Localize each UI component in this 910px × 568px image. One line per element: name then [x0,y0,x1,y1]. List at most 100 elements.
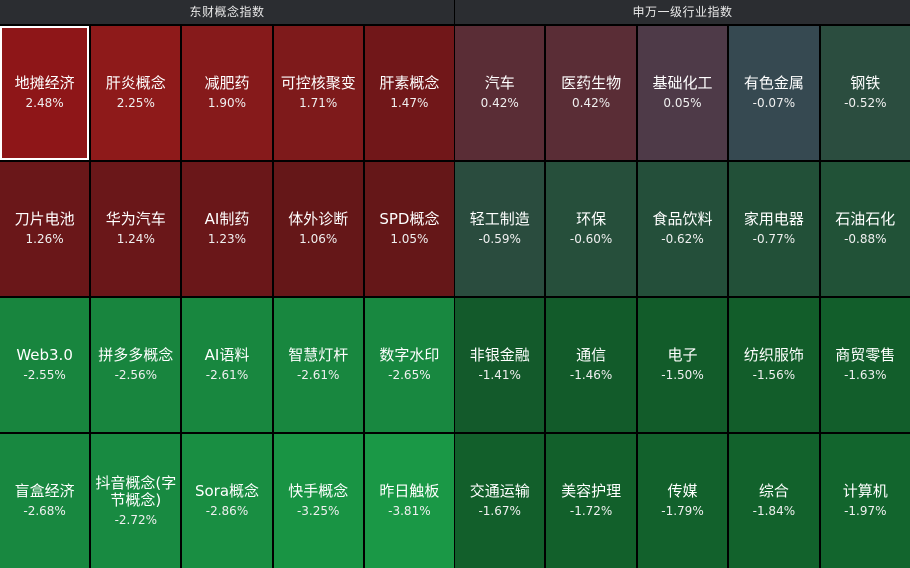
heatmap-tile[interactable]: 汽车 0.42% [455,26,545,160]
heatmap-tile[interactable]: AI语料 -2.61% [182,298,272,432]
tile-change-percent: -2.55% [23,368,66,382]
heatmap-tile[interactable]: 华为汽车 1.24% [91,162,181,296]
panel-title: 东财概念指数 [0,0,454,24]
tile-change-percent: -0.62% [661,232,704,246]
heatmap-tile[interactable]: 抖音概念(字节概念) -2.72% [91,434,181,568]
tile-change-percent: -3.81% [388,504,431,518]
tile-change-percent: -2.86% [205,504,249,518]
tile-name: 石油石化 [835,210,896,228]
tile-change-percent: -1.46% [569,368,613,382]
heatmap-tile[interactable]: 拼多多概念 -2.56% [91,298,181,432]
heatmap-tile[interactable]: 石油石化 -0.88% [820,162,910,296]
tile-name: 轻工制造 [469,210,530,228]
heatmap-tile[interactable]: 食品饮料 -0.62% [637,162,728,296]
heatmap-tile[interactable]: 家用电器 -0.77% [729,162,819,296]
tile-change-percent: 0.05% [663,96,702,110]
tile-name: 肝素概念 [379,74,440,92]
heatmap-tile[interactable]: 肝炎概念 2.25% [91,26,181,160]
heatmap-tile[interactable]: 非银金融 -1.41% [455,298,545,432]
tile-name: 汽车 [484,74,515,92]
tile-name: 智慧灯杆 [288,346,349,364]
heatmap-tile[interactable]: SPD概念 1.05% [364,162,454,296]
tile-change-percent: -1.72% [569,504,613,518]
tile-change-percent: -0.52% [844,96,887,110]
heatmap-tile[interactable]: 昨日触板 -3.81% [364,434,454,568]
tile-name: 可控核聚变 [280,74,356,92]
tile-name: 电子 [667,346,698,364]
tile-change-percent: -2.56% [114,368,158,382]
tile-name: 交通运输 [469,482,530,500]
heatmap-tile[interactable]: 计算机 -1.97% [820,434,910,568]
heatmap-tile[interactable]: 轻工制造 -0.59% [455,162,545,296]
tile-name: 盲盒经济 [14,482,75,500]
panel-title: 申万一级行业指数 [455,0,910,24]
heatmap-tile[interactable]: AI制药 1.23% [182,162,272,296]
tile-name: 通信 [576,346,607,364]
heatmap-tile[interactable]: 肝素概念 1.47% [364,26,454,160]
heatmap-tile[interactable]: 地摊经济 2.48% [0,26,90,160]
tile-name: 快手概念 [288,482,349,500]
tile-change-percent: -1.56% [752,368,796,382]
heatmap-tile[interactable]: 通信 -1.46% [546,298,636,432]
tile-name: 刀片电池 [14,210,75,228]
tile-name: 非银金融 [469,346,530,364]
heatmap-tile[interactable]: 环保 -0.60% [546,162,636,296]
tile-name: 昨日触板 [379,482,440,500]
heatmap-tile[interactable]: 刀片电池 1.26% [0,162,90,296]
heatmap-tile[interactable]: 商贸零售 -1.63% [820,298,910,432]
tile-change-percent: -0.88% [844,232,887,246]
tile-name: Web3.0 [16,346,73,364]
tile-name: 医药生物 [561,74,622,92]
tile-name: 钢铁 [850,74,881,92]
heatmap-tile[interactable]: Sora概念 -2.86% [182,434,272,568]
heatmap-tile[interactable]: 纺织服饰 -1.56% [729,298,819,432]
concept-index-panel: 东财概念指数 地摊经济 2.48% 肝炎概念 2.25% 减肥药 1.90% 可控核聚变 1.… [0,0,454,568]
tile-name: 抖音概念(字节概念) [95,473,177,509]
heatmap-tile[interactable]: 电子 -1.50% [637,298,728,432]
heatmap-tile[interactable]: 钢铁 -0.52% [820,26,910,160]
tile-change-percent: -2.61% [205,368,249,382]
tile-grid: 地摊经济 2.48% 肝炎概念 2.25% 减肥药 1.90% 可控核聚变 1.71% 肝素概念… [0,26,454,568]
tile-name: 体外诊断 [288,210,349,228]
tile-change-percent: -0.07% [752,96,796,110]
heatmap-tile[interactable]: 数字水印 -2.65% [364,298,454,432]
heatmap-tile[interactable]: 智慧灯杆 -2.61% [273,298,363,432]
tile-change-percent: -1.84% [752,504,796,518]
tile-change-percent: 1.26% [25,232,64,246]
heatmap-tile[interactable]: Web3.0 -2.55% [0,298,90,432]
heatmap-tile[interactable]: 体外诊断 1.06% [273,162,363,296]
tile-name: 地摊经济 [14,74,75,92]
heatmap-tile[interactable]: 综合 -1.84% [729,434,819,568]
heatmap-tile[interactable]: 基础化工 0.05% [637,26,728,160]
tile-change-percent: -0.77% [752,232,796,246]
heatmap-tile[interactable]: 可控核聚变 1.71% [273,26,363,160]
tile-change-percent: -3.25% [296,504,340,518]
heatmap-tile[interactable]: 传媒 -1.79% [637,434,728,568]
tile-change-percent: -1.79% [661,504,704,518]
tile-change-percent: 1.05% [390,232,429,246]
tile-change-percent: -1.41% [478,368,521,382]
tile-change-percent: -2.61% [296,368,340,382]
heatmap-tile[interactable]: 医药生物 0.42% [546,26,636,160]
tile-name: 华为汽车 [105,210,166,228]
tile-change-percent: 1.24% [116,232,155,246]
heatmap-tile[interactable]: 盲盒经济 -2.68% [0,434,90,568]
tile-name: 有色金属 [743,74,804,92]
tile-name: 商贸零售 [835,346,896,364]
tile-change-percent: 1.90% [207,96,247,110]
heatmap-tile[interactable]: 有色金属 -0.07% [729,26,819,160]
tile-name: 环保 [576,210,607,228]
tile-name: 食品饮料 [652,210,713,228]
heatmap-tile[interactable]: 交通运输 -1.67% [455,434,545,568]
tile-grid: 汽车 0.42% 医药生物 0.42% 基础化工 0.05% 有色金属 -0.07% 钢铁 -0.… [455,26,910,568]
tile-change-percent: 1.47% [390,96,429,110]
tile-change-percent: 0.42% [480,96,519,110]
heatmap-tile[interactable]: 快手概念 -3.25% [273,434,363,568]
tile-change-percent: -0.60% [569,232,613,246]
tile-name: 数字水印 [379,346,440,364]
heatmap-tile[interactable]: 减肥药 1.90% [182,26,272,160]
heatmap-tile[interactable]: 美容护理 -1.72% [546,434,636,568]
tile-name: 纺织服饰 [743,346,804,364]
tile-name: 基础化工 [652,74,713,92]
